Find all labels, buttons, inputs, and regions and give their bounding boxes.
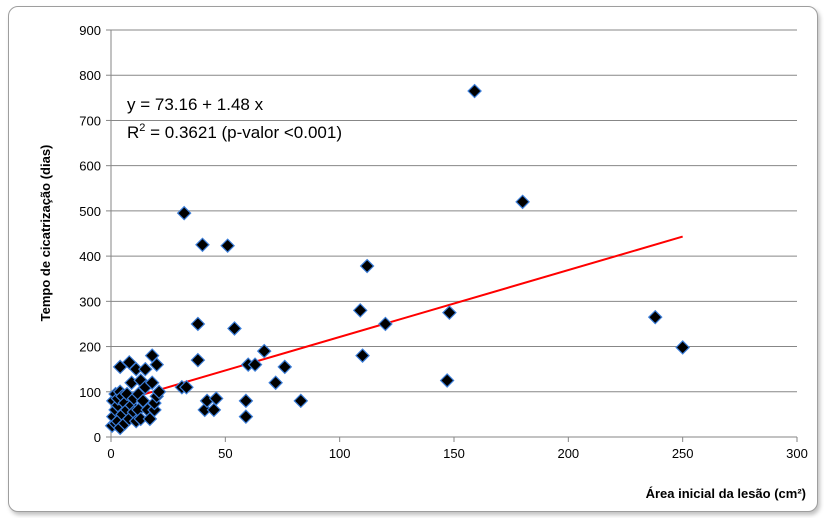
data-point: [190, 316, 206, 332]
x-tick-label: 50: [218, 446, 232, 461]
data-point: [144, 375, 160, 391]
x-tick-label: 100: [329, 446, 351, 461]
x-tick-label: 300: [786, 446, 808, 461]
data-point: [208, 391, 224, 406]
data-point: [675, 340, 691, 355]
axes: [110, 30, 797, 438]
data-point: [238, 409, 254, 424]
equation-label: y = 73.16 + 1.48 x: [127, 95, 264, 114]
data-point: [227, 321, 242, 336]
data-point: [256, 343, 272, 359]
y-tick-label: 600: [79, 159, 101, 174]
r2-value: = 0.3621 (p-valor <0.001): [145, 123, 342, 142]
chart-frame: 0 100 200 300 400 500 600 700 800 900 0 50 100 150 20…: [8, 6, 818, 512]
data-point: [378, 316, 393, 332]
y-axis-title: Tempo de cicatrização (dias): [38, 145, 53, 322]
data-point: [467, 83, 482, 99]
data-point: [190, 352, 206, 368]
y-tick-label: 100: [79, 385, 101, 400]
data-point: [195, 237, 210, 253]
x-tick-label: 250: [672, 446, 694, 461]
x-tick-label: 200: [557, 446, 579, 461]
data-point: [515, 194, 530, 210]
y-tick-label: 300: [79, 294, 101, 309]
y-tick-label: 800: [79, 68, 101, 83]
r2-label: R2 = 0.3621 (p-valor <0.001): [127, 122, 342, 142]
data-point: [359, 258, 375, 274]
y-tick-label: 500: [79, 204, 101, 219]
regression-line: [110, 235, 683, 405]
data-point: [149, 357, 165, 372]
data-point: [176, 205, 192, 221]
y-tick-label: 900: [79, 23, 101, 38]
r2-superscript: 2: [139, 122, 145, 134]
data-point: [206, 402, 222, 418]
data-point: [277, 359, 293, 375]
y-tick-label: 200: [79, 340, 101, 355]
y-tick-labels: 0 100 200 300 400 500 600 700 800 900: [79, 23, 111, 445]
data-point: [355, 348, 370, 363]
data-points: [104, 83, 691, 436]
y-tick-label: 700: [79, 113, 101, 128]
data-point: [647, 309, 663, 325]
x-tick-labels: 0 50 100 150 200 250 300: [107, 437, 808, 461]
x-tick-label: 0: [107, 446, 114, 461]
grid-lines: [111, 29, 797, 393]
data-point: [352, 303, 368, 318]
r2-symbol: R: [127, 123, 139, 142]
data-point: [179, 379, 194, 395]
y-tick-label: 400: [79, 249, 101, 264]
x-axis-title: Área inicial da lesão (cm²): [646, 486, 806, 501]
data-point: [439, 373, 455, 388]
x-tick-label: 150: [443, 446, 465, 461]
data-point: [220, 238, 235, 254]
data-point: [442, 305, 457, 320]
trendline-layer: [110, 235, 683, 405]
data-point: [293, 393, 309, 409]
data-point: [238, 393, 254, 409]
data-point: [247, 357, 263, 372]
data-point: [151, 384, 167, 400]
data-point: [268, 375, 283, 391]
data-point: [137, 361, 153, 377]
y-tick-label: 0: [94, 430, 101, 445]
